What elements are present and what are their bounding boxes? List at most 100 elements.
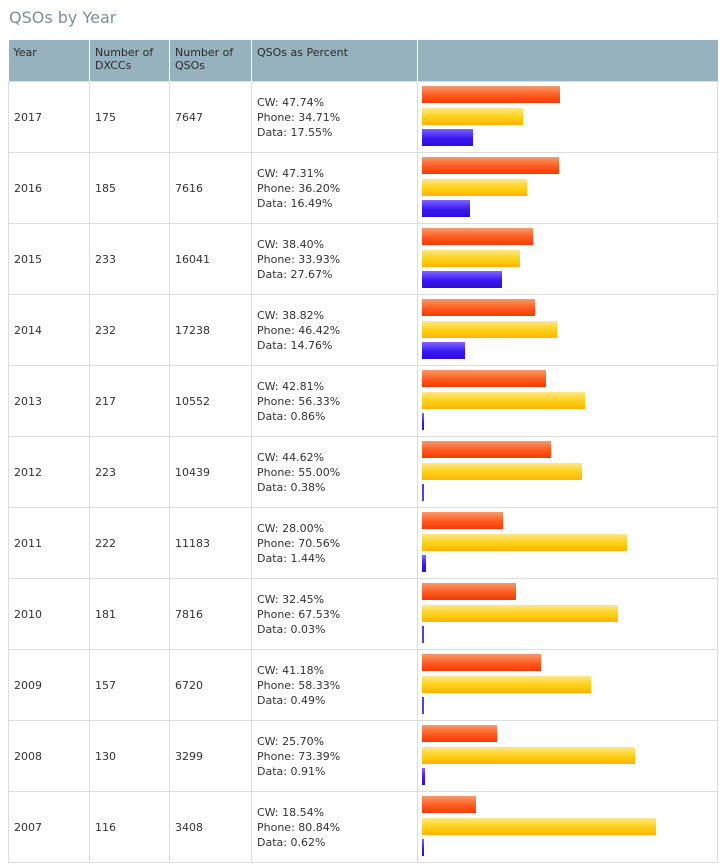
cell-percent-bars <box>417 578 718 650</box>
bar-stack <box>422 796 713 858</box>
data-percent-label: Data: 17.55% <box>257 125 333 139</box>
cw-percent-label: CW: 47.31% <box>257 166 325 180</box>
cell-qsos: 11183 <box>169 507 252 579</box>
table-row: 2014 232 17238 CW: 38.82% Phone: 46.42% Data:… <box>8 294 718 366</box>
data-bar <box>422 200 470 217</box>
cell-percent-bars <box>417 649 718 721</box>
phone-bar <box>422 676 591 693</box>
phone-bar <box>422 605 618 622</box>
cell-dxccs: 175 <box>89 81 170 153</box>
data-percent-label: Data: 0.03% <box>257 622 326 636</box>
data-bar <box>422 555 426 572</box>
cell-dxccs: 185 <box>89 152 170 224</box>
cell-year: 2008 <box>8 720 90 792</box>
cell-percent-labels: CW: 47.31% Phone: 36.20% Data: 16.49% <box>251 152 418 224</box>
column-header-qsos: Number of QSOs <box>169 40 252 82</box>
phone-percent-label: Phone: 58.33% <box>257 678 341 692</box>
cell-percent-bars <box>417 81 718 153</box>
cw-bar <box>422 441 551 458</box>
cell-year: 2015 <box>8 223 90 295</box>
data-percent-label: Data: 1.44% <box>257 551 326 565</box>
cell-percent-bars <box>417 720 718 792</box>
cell-percent-labels: CW: 38.40% Phone: 33.93% Data: 27.67% <box>251 223 418 295</box>
bar-stack <box>422 299 713 361</box>
column-header-dxccs: Number of DXCCs <box>89 40 170 82</box>
phone-percent-label: Phone: 34.71% <box>257 110 341 124</box>
data-percent-label: Data: 27.67% <box>257 267 333 281</box>
cell-year: 2012 <box>8 436 90 508</box>
bar-stack <box>422 654 713 716</box>
cw-percent-label: CW: 42.81% <box>257 379 325 393</box>
data-bar <box>422 626 424 643</box>
column-header-percent: QSOs as Percent <box>251 40 418 82</box>
cell-dxccs: 233 <box>89 223 170 295</box>
data-bar <box>422 697 424 714</box>
cell-dxccs: 181 <box>89 578 170 650</box>
data-percent-label: Data: 14.76% <box>257 338 333 352</box>
phone-percent-label: Phone: 80.84% <box>257 820 341 834</box>
cw-bar <box>422 512 503 529</box>
cw-percent-label: CW: 38.82% <box>257 308 325 322</box>
cell-dxccs: 157 <box>89 649 170 721</box>
cw-bar <box>422 725 497 742</box>
cell-qsos: 3299 <box>169 720 252 792</box>
phone-bar <box>422 321 557 338</box>
table-row: 2007 116 3408 CW: 18.54% Phone: 80.84% Data: … <box>8 791 718 863</box>
bar-stack <box>422 512 713 574</box>
cell-qsos: 7647 <box>169 81 252 153</box>
cell-percent-labels: CW: 47.74% Phone: 34.71% Data: 17.55% <box>251 81 418 153</box>
cw-percent-label: CW: 41.18% <box>257 663 325 677</box>
bar-stack <box>422 228 713 290</box>
cell-qsos: 10552 <box>169 365 252 437</box>
cell-percent-bars <box>417 507 718 579</box>
table-row: 2011 222 11183 CW: 28.00% Phone: 70.56% Data:… <box>8 507 718 579</box>
cell-percent-labels: CW: 41.18% Phone: 58.33% Data: 0.49% <box>251 649 418 721</box>
table-row: 2017 175 7647 CW: 47.74% Phone: 34.71% Data: … <box>8 81 718 153</box>
data-percent-label: Data: 0.91% <box>257 764 326 778</box>
cw-bar <box>422 228 533 245</box>
bar-stack <box>422 725 713 787</box>
qsos-by-year-table: Year Number of DXCCs Number of QSOs QSOs… <box>8 40 718 863</box>
page-title: QSOs by Year <box>9 8 117 27</box>
cell-qsos: 16041 <box>169 223 252 295</box>
phone-percent-label: Phone: 55.00% <box>257 465 341 479</box>
cell-qsos: 17238 <box>169 294 252 366</box>
column-header-bars <box>417 40 718 82</box>
phone-percent-label: Phone: 70.56% <box>257 536 341 550</box>
data-percent-label: Data: 0.62% <box>257 835 326 849</box>
bar-stack <box>422 370 713 432</box>
cell-qsos: 6720 <box>169 649 252 721</box>
cell-percent-labels: CW: 44.62% Phone: 55.00% Data: 0.38% <box>251 436 418 508</box>
bar-stack <box>422 157 713 219</box>
cw-bar <box>422 157 559 174</box>
cell-dxccs: 217 <box>89 365 170 437</box>
phone-bar <box>422 818 656 835</box>
cell-year: 2017 <box>8 81 90 153</box>
phone-bar <box>422 392 585 409</box>
cell-percent-labels: CW: 28.00% Phone: 70.56% Data: 1.44% <box>251 507 418 579</box>
data-percent-label: Data: 0.49% <box>257 693 326 707</box>
table-row: 2012 223 10439 CW: 44.62% Phone: 55.00% Data:… <box>8 436 718 508</box>
cell-percent-bars <box>417 152 718 224</box>
cell-year: 2009 <box>8 649 90 721</box>
cell-percent-labels: CW: 25.70% Phone: 73.39% Data: 0.91% <box>251 720 418 792</box>
cell-percent-bars <box>417 223 718 295</box>
table-row: 2009 157 6720 CW: 41.18% Phone: 58.33% Data: … <box>8 649 718 721</box>
data-percent-label: Data: 0.38% <box>257 480 326 494</box>
cw-bar <box>422 583 516 600</box>
cell-qsos: 7816 <box>169 578 252 650</box>
bar-stack <box>422 583 713 645</box>
cell-percent-labels: CW: 32.45% Phone: 67.53% Data: 0.03% <box>251 578 418 650</box>
cell-percent-labels: CW: 18.54% Phone: 80.84% Data: 0.62% <box>251 791 418 863</box>
phone-percent-label: Phone: 67.53% <box>257 607 341 621</box>
cell-qsos: 10439 <box>169 436 252 508</box>
phone-bar <box>422 463 582 480</box>
cell-percent-labels: CW: 38.82% Phone: 46.42% Data: 14.76% <box>251 294 418 366</box>
cell-percent-labels: CW: 42.81% Phone: 56.33% Data: 0.86% <box>251 365 418 437</box>
cell-year: 2013 <box>8 365 90 437</box>
data-bar <box>422 413 424 430</box>
cell-dxccs: 223 <box>89 436 170 508</box>
cell-dxccs: 222 <box>89 507 170 579</box>
cell-dxccs: 130 <box>89 720 170 792</box>
cw-bar <box>422 370 546 387</box>
